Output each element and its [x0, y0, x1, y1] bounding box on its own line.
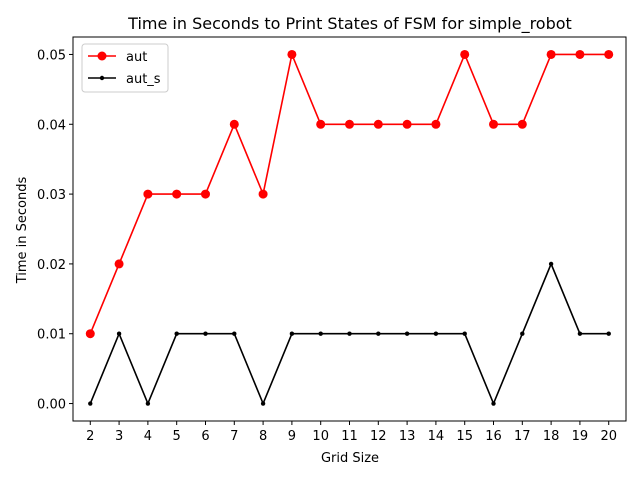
data-point-aut_s [347, 331, 352, 336]
data-point-aut [373, 119, 383, 129]
x-tick-label: 17 [514, 429, 531, 444]
x-tick-label: 19 [572, 429, 589, 444]
y-tick-label: 0.04 [37, 118, 66, 133]
x-tick-label: 10 [312, 429, 329, 444]
data-point-aut [460, 49, 470, 59]
data-point-aut [431, 119, 441, 129]
plot-area: 2 3 4 5 6 7 8 9 10 11 12 13 14 15 16 17 18 19 20 0.00 0.01 0.… [37, 36, 627, 444]
data-point-aut [200, 189, 210, 199]
y-tick-label: 0.01 [37, 328, 66, 343]
data-point-aut_s [577, 331, 583, 336]
data-point-aut [402, 119, 412, 129]
y-axis-label: Time in Seconds [15, 177, 30, 285]
data-point-aut_s [145, 401, 151, 406]
data-point-aut [345, 119, 354, 129]
x-tick-label: 8 [259, 429, 267, 444]
data-point-aut [316, 119, 326, 129]
data-point-aut_s [232, 331, 237, 336]
data-point-aut_s [289, 331, 295, 336]
data-point-aut_s [174, 331, 179, 336]
x-tick-label: 7 [230, 429, 238, 444]
x-tick-label: 16 [485, 429, 502, 444]
legend: aut aut_s [81, 43, 169, 93]
x-tick-label: 20 [600, 429, 617, 444]
data-point-aut [114, 259, 124, 269]
data-point-aut_s [116, 331, 122, 336]
x-tick-label: 3 [115, 429, 123, 444]
data-point-aut_s [376, 331, 381, 336]
chart-title: Time in Seconds to Print States of FSM f… [127, 14, 572, 34]
data-point-aut [546, 49, 556, 59]
data-point-aut_s [203, 331, 208, 336]
y-tick-label: 0.03 [37, 188, 66, 203]
x-tick-label: 18 [543, 429, 560, 444]
x-tick-label: 9 [288, 429, 296, 444]
x-tick-label: 15 [456, 429, 473, 444]
legend-label-aut: aut [126, 50, 147, 65]
data-point-aut_s [491, 401, 496, 406]
data-point-aut [172, 189, 182, 199]
legend-marker-aut [97, 51, 107, 61]
legend-marker-aut_s [99, 75, 105, 81]
data-point-aut_s [260, 401, 266, 406]
x-tick-label: 12 [370, 429, 387, 444]
plot-frame [72, 36, 627, 422]
data-point-aut_s [520, 331, 525, 336]
data-point-aut_s [318, 331, 323, 336]
y-tick-label: 0.00 [37, 398, 66, 413]
data-point-aut [229, 119, 239, 129]
data-point-aut [287, 49, 297, 59]
y-tick-label: 0.02 [37, 258, 66, 273]
data-point-aut [85, 329, 95, 339]
x-tick-label: 14 [428, 429, 445, 444]
x-tick-label: 5 [173, 429, 181, 444]
series-line-aut [89, 51, 609, 335]
data-point-aut_s [462, 331, 467, 336]
data-point-aut [258, 189, 268, 199]
data-point-aut [517, 119, 527, 129]
data-point-aut_s [88, 401, 93, 406]
y-tick-label: 0.05 [37, 48, 66, 63]
x-tick-label: 4 [144, 429, 152, 444]
x-tick-label: 13 [399, 429, 416, 444]
x-axis-label: Grid Size [321, 451, 379, 466]
data-point-aut [143, 189, 153, 199]
x-tick-label: 11 [341, 429, 358, 444]
legend-label-aut_s: aut_s [126, 72, 161, 87]
data-point-aut [575, 49, 585, 59]
x-tick-label: 2 [86, 429, 94, 444]
data-point-aut_s [404, 331, 410, 336]
data-point-aut_s [548, 261, 554, 267]
data-point-aut [489, 119, 499, 129]
data-point-aut [604, 49, 614, 59]
data-point-aut_s [433, 331, 439, 336]
x-tick-label: 6 [201, 429, 209, 444]
data-point-aut_s [606, 331, 611, 336]
